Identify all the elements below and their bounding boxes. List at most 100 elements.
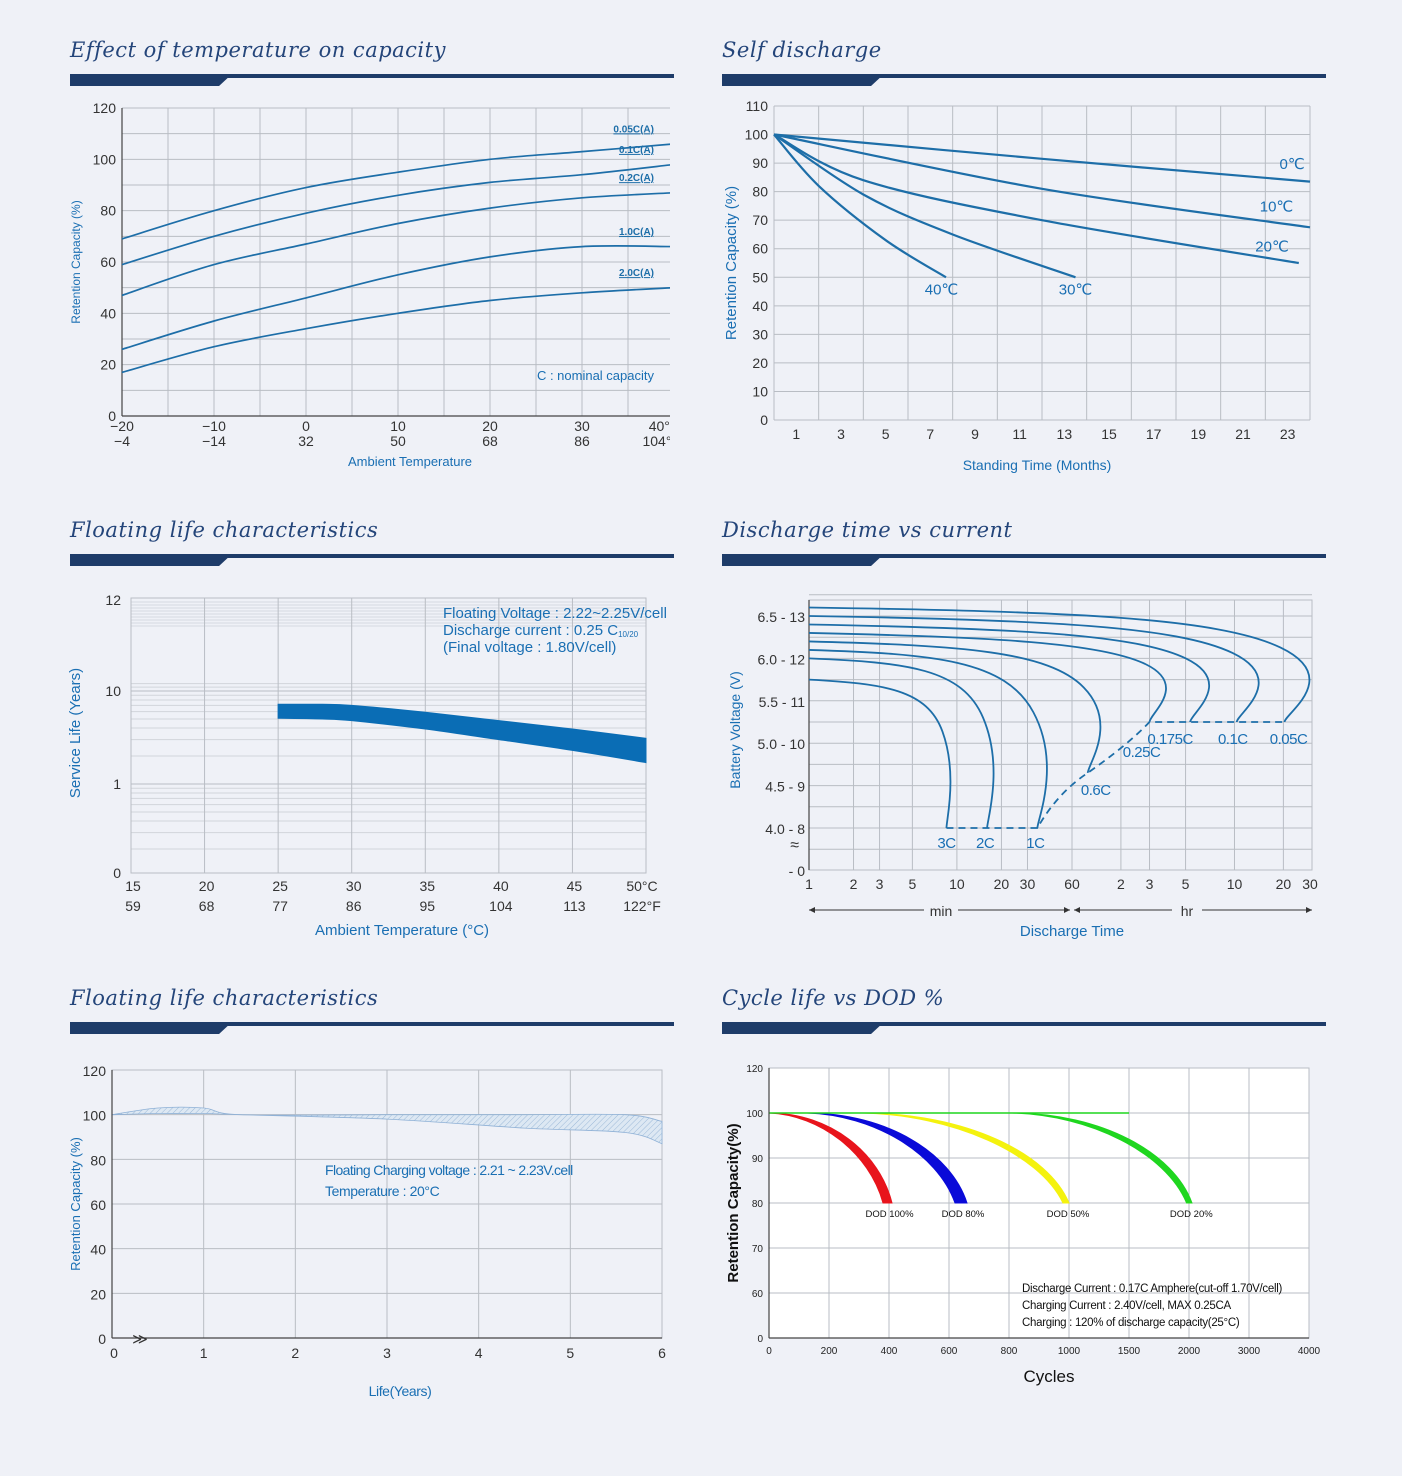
y-axis-label: Retention Capacity (%) [68,1137,83,1271]
x-tick-label: 11 [1012,426,1027,442]
panel-title: Cycle life vs DOD % [722,986,945,1010]
x-tick-label-c: 25 [272,878,288,894]
x-tick-label: 5 [882,426,890,442]
x-tick-label: 3 [1146,876,1154,892]
arrow-head [1064,907,1070,913]
y-tick-label: 12 [105,592,121,608]
y-tick-label: 100 [93,151,117,167]
x-tick-label: 1 [792,426,800,442]
series-label: 0.05C [1270,731,1308,748]
x-tick-label: 10 [949,876,965,892]
y-tick-label: 60 [100,254,116,270]
panel-title: Discharge time vs current [722,518,1013,542]
x-tick-label: 400 [881,1346,898,1357]
x-tick-label-f: 95 [419,898,435,914]
x-tick-label: 1500 [1118,1346,1141,1357]
panel-self-discharge: Self discharge 0 10 20 30 40 50 60 70 80 90 100 110… [722,38,1326,478]
x-tick-label: 3 [876,876,884,892]
cutoff-dashed-line [946,721,1285,829]
y-tick-label: 20 [752,355,768,371]
x-tick-label-f: 122°F [623,898,661,914]
x-tick-label: 5 [908,876,916,892]
y-tick-label: 10 [105,683,121,699]
series-label: 0.6C [1081,782,1111,799]
x-tick-label: 6 [658,1345,666,1361]
annotation-line-3: Charging : 120% of discharge capacity(25… [1022,1317,1240,1329]
x-tick-label: 0 [766,1346,772,1357]
x-tick-label-c: 0 [302,418,310,434]
y-tick-label: 120 [93,100,117,116]
x-tick-label: 19 [1191,426,1207,442]
y-axis-label: Retention Capacity(%) [725,1123,742,1282]
y-tick-label: 80 [90,1152,106,1168]
x-tick-label-f: −4 [114,433,130,449]
x-axis-label: Life(Years) [369,1383,432,1399]
arrow-head [1074,907,1080,913]
y-tick-label: 70 [752,212,768,228]
y-tick-label: 40 [100,305,116,321]
y-tick-label: 6.5 - 13 [758,609,806,625]
y-tick-label: 120 [746,1064,763,1075]
y-tick-label: 6.0 - 12 [758,651,806,667]
y-tick-label: 4.0 - 8 [765,821,805,837]
series-label: 0.2C(A) [619,173,654,184]
x-tick-label: 2 [1117,876,1125,892]
panel-floating-life-temp: Floating life characteristics 0 1 10 12 15 59… [67,518,674,948]
title-underline [70,1022,674,1034]
y-tick-label: 40 [90,1242,106,1258]
x-tick-label-c: 20 [199,878,215,894]
series-label: 0.05C(A) [613,124,654,135]
x-tick-label: 200 [821,1346,838,1357]
dod-band [768,1112,893,1204]
series-label: 3C [937,835,956,852]
x-tick-label: 60 [1064,876,1080,892]
title-underline [722,1022,1326,1034]
y-tick-label: 60 [752,1289,764,1300]
x-tick-label-c: 10 [390,418,406,434]
y-tick-label: 40 [752,298,768,314]
y-tick-label: 60 [752,241,768,257]
x-axis-label: Ambient Temperature [348,454,472,469]
title-underline [70,554,674,566]
y-tick-label: 4.5 - 9 [765,779,805,795]
y-tick-label: 0 [108,408,116,424]
series-label: 1C [1026,835,1045,852]
series-line [773,133,1076,279]
dod-band [861,1112,1070,1204]
y-tick-label: 0 [113,865,121,881]
x-tick-label-f: −14 [202,433,226,449]
y-axis-label: Retention Capacity (%) [69,200,83,323]
x-tick-label-f: 86 [574,433,590,449]
x-tick-label-c: 15 [125,878,141,894]
discharge-curve [808,606,1311,723]
y-axis-label: Battery Voltage (V) [727,671,743,789]
x-tick-label-c: 30 [346,878,362,894]
series-label: 30℃ [1059,281,1093,298]
x-tick-label: 21 [1235,426,1251,442]
y-tick-label: 20 [100,357,116,373]
y-tick-label: 5.0 - 10 [758,736,806,752]
series-line [773,133,1299,265]
x-tick-label-f: 50 [390,433,406,449]
arrow-head [809,907,815,913]
series-label: 40℃ [925,281,959,298]
y-tick-label: 120 [83,1063,107,1079]
x-tick-label: 5 [1182,876,1190,892]
x-tick-label-c: 50°C [626,878,657,894]
series-line [773,133,1311,229]
annotation-line-2: Charging Current : 2.40V/cell, MAX 0.25C… [1022,1300,1231,1312]
discharge-curve [808,649,1048,829]
panel-title: Self discharge [722,38,882,62]
x-tick-label: 1000 [1058,1346,1081,1357]
unit-min: min [930,903,953,919]
x-tick-label-f: 77 [272,898,288,914]
chart-floating-life-temp: 0 1 10 12 15 59 20 68 25 77 30 86 35 95 40 104 45 113 50°C… [67,592,667,939]
y-tick-label: 50 [752,269,768,285]
series-label: 0.1C [1218,731,1248,748]
unit-hr: hr [1181,903,1194,919]
x-tick-label-c: −10 [202,418,226,434]
series-line [121,143,670,240]
x-tick-label: 23 [1280,426,1296,442]
x-tick-label: 3000 [1238,1346,1261,1357]
series-line [121,164,670,266]
